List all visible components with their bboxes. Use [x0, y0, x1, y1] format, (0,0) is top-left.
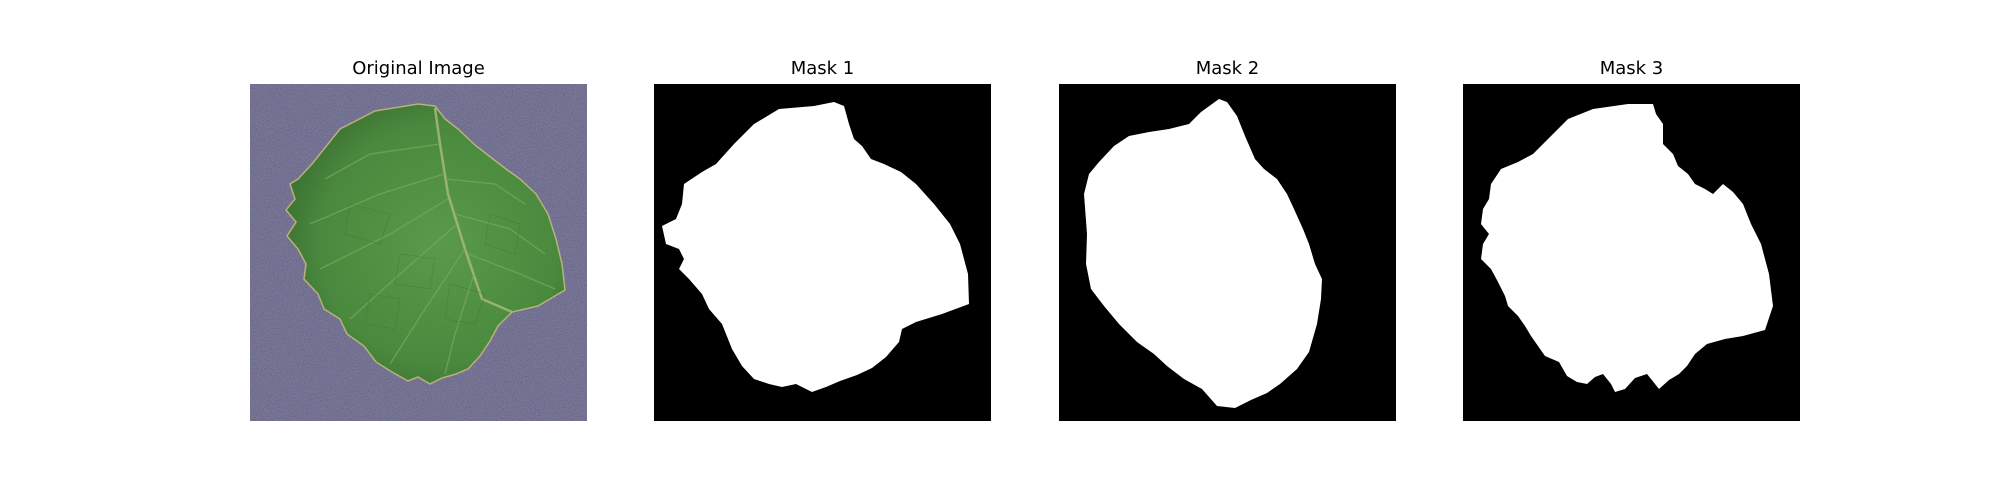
- panel-title-original-image: Original Image: [352, 58, 485, 79]
- mask-3-svg: [1463, 84, 1800, 421]
- mask-2-region: [1084, 99, 1322, 408]
- mask-2-image: [1059, 84, 1396, 421]
- original-leaf-photo: [250, 84, 587, 421]
- mask-1-panel: Mask 1: [654, 58, 991, 421]
- mask-3-panel: Mask 3: [1463, 58, 1800, 421]
- leaf-photo-svg: [250, 84, 587, 421]
- mask-3-image: [1463, 84, 1800, 421]
- mask-2-panel: Mask 2: [1059, 58, 1396, 421]
- original-image-panel: Original Image: [250, 58, 587, 421]
- panel-title-mask-2: Mask 2: [1195, 58, 1260, 79]
- panel-title-mask-1: Mask 1: [790, 58, 855, 79]
- leaf-veins: [309, 143, 556, 375]
- leaf-midrib: [433, 107, 513, 314]
- mask-1-image: [654, 84, 991, 421]
- leaf-texture: [344, 203, 521, 330]
- mask-1-svg: [654, 84, 991, 421]
- mask-2-svg: [1059, 84, 1396, 421]
- panel-title-mask-3: Mask 3: [1599, 58, 1664, 79]
- mask-3-region: [1481, 104, 1773, 392]
- mask-1-region: [662, 102, 969, 392]
